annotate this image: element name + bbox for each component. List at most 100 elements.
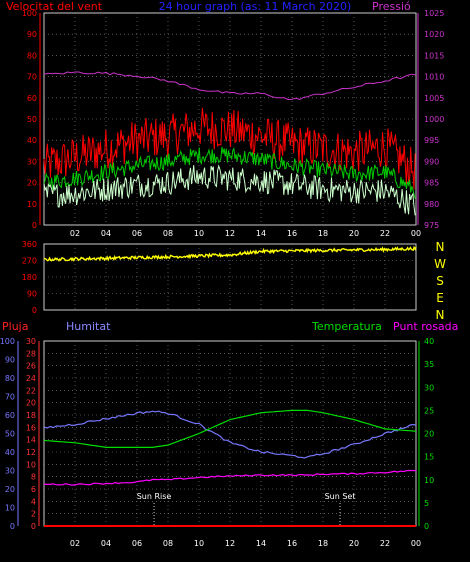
wind-speed-tick-label: 70 <box>27 73 37 82</box>
pressure-tick-label: 1015 <box>424 51 444 60</box>
rain-tick-label: 16 <box>26 423 36 432</box>
rain-tick-label: 8 <box>31 473 36 482</box>
temperature-series <box>43 409 417 448</box>
compass-w: W <box>434 257 446 271</box>
direction-series <box>43 245 417 262</box>
rain-tick-label: 18 <box>26 411 36 420</box>
x-tick-label: 12 <box>225 229 235 238</box>
rain-tick-label: 14 <box>26 436 36 445</box>
humidity-title: Humitat <box>66 320 111 333</box>
temperature-tick-label: 30 <box>424 383 434 392</box>
temperature-tick-label: 25 <box>424 406 434 415</box>
humidity-tick-label: 10 <box>5 504 15 513</box>
pressure-tick-label: 1020 <box>424 30 444 39</box>
compass-n-top: N <box>436 240 445 254</box>
x-tick-label: 00 <box>411 539 421 548</box>
sun-marker-label: Sun Rise <box>137 492 172 501</box>
rain-tick-label: 6 <box>31 485 36 494</box>
humidity-tick-label: 70 <box>5 393 15 402</box>
temperature-tick-label: 5 <box>424 499 429 508</box>
temperature-tick-label: 10 <box>424 476 434 485</box>
sun-marker-label: Sun Set <box>325 492 356 501</box>
x-tick-label: 10 <box>194 229 204 238</box>
dewpoint-title: Punt rosada <box>393 320 458 333</box>
temperature-title: Temperatura <box>311 320 382 333</box>
rain-tick-label: 22 <box>26 386 36 395</box>
wind-speed-tick-label: 80 <box>27 51 37 60</box>
x-tick-label: 22 <box>380 229 390 238</box>
wind-speed-tick-label: 20 <box>27 179 37 188</box>
direction-tick-label: 270 <box>22 257 37 266</box>
rain-tick-label: 24 <box>26 374 36 383</box>
temperature-tick-label: 20 <box>424 430 434 439</box>
direction-tick-label: 180 <box>22 273 37 282</box>
humidity-tick-label: 100 <box>0 337 15 346</box>
humidity-tick-label: 40 <box>5 448 15 457</box>
pressure-tick-label: 1005 <box>424 94 444 103</box>
humidity-tick-label: 80 <box>5 374 15 383</box>
rain-tick-label: 10 <box>26 460 36 469</box>
humidity-tick-label: 0 <box>10 522 15 531</box>
rain-tick-label: 20 <box>26 399 36 408</box>
annotations: Sun Rise Sun Set <box>137 492 356 526</box>
pressure-tick-label: 1000 <box>424 115 444 124</box>
pressure-series <box>43 71 417 101</box>
compass-n-bottom: N <box>436 308 445 322</box>
x-tick-label: 22 <box>380 539 390 548</box>
x-tick-label: 08 <box>163 539 173 548</box>
x-tick-label: 04 <box>101 229 111 238</box>
grid-lines <box>44 13 416 526</box>
direction-tick-label: 0 <box>32 306 37 315</box>
temperature-tick-label: 40 <box>424 337 434 346</box>
wind_avg-series <box>43 146 416 199</box>
x-tick-label: 06 <box>132 229 142 238</box>
x-tick-label: 12 <box>225 539 235 548</box>
x-tick-label: 06 <box>132 539 142 548</box>
rain-tick-label: 28 <box>26 349 36 358</box>
x-tick-label: 10 <box>194 539 204 548</box>
humidity-tick-label: 60 <box>5 411 15 420</box>
x-tick-label: 18 <box>318 539 328 548</box>
tick-labels: 0102030405060708090100975980985990995100… <box>0 9 444 548</box>
wind-speed-tick-label: 90 <box>27 30 37 39</box>
x-tick-label: 16 <box>287 229 297 238</box>
rain-tick-label: 2 <box>31 510 36 519</box>
panel-frames <box>17 12 420 527</box>
wind-speed-tick-label: 30 <box>27 157 37 166</box>
pressure-title: Pressió <box>372 0 411 13</box>
x-tick-label: 04 <box>101 539 111 548</box>
x-tick-label: 20 <box>349 229 359 238</box>
humidity-tick-label: 20 <box>5 485 15 494</box>
temperature-tick-label: 15 <box>424 453 434 462</box>
rain-tick-label: 26 <box>26 362 36 371</box>
x-tick-label: 02 <box>70 539 80 548</box>
x-tick-label: 02 <box>70 229 80 238</box>
data-series <box>43 71 417 527</box>
wind-speed-title: Velocitat del vent <box>6 0 103 13</box>
pressure-tick-label: 1010 <box>424 73 444 82</box>
temperature-tick-label: 35 <box>424 360 434 369</box>
pressure-tick-label: 1025 <box>424 9 444 18</box>
wind-speed-tick-label: 0 <box>32 221 37 230</box>
direction-tick-label: 90 <box>27 290 37 299</box>
x-tick-label: 00 <box>411 229 421 238</box>
pressure-tick-label: 995 <box>424 136 439 145</box>
dewpoint-series <box>43 469 417 486</box>
pressure-tick-label: 975 <box>424 221 439 230</box>
rain-title: Pluja <box>2 320 28 333</box>
compass-e: E <box>436 291 444 305</box>
wind-speed-tick-label: 60 <box>27 94 37 103</box>
pressure-tick-label: 985 <box>424 179 439 188</box>
graph-title: 24 hour graph (as: 11 March 2020) <box>159 0 352 13</box>
rain-tick-label: 0 <box>31 522 36 531</box>
x-tick-label: 14 <box>256 229 266 238</box>
humidity-tick-label: 90 <box>5 356 15 365</box>
wind-speed-tick-label: 50 <box>27 115 37 124</box>
x-tick-label: 14 <box>256 539 266 548</box>
x-tick-label: 18 <box>318 229 328 238</box>
rain-tick-label: 4 <box>31 497 36 506</box>
x-tick-label: 08 <box>163 229 173 238</box>
wind-speed-tick-label: 40 <box>27 136 37 145</box>
x-tick-label: 20 <box>349 539 359 548</box>
